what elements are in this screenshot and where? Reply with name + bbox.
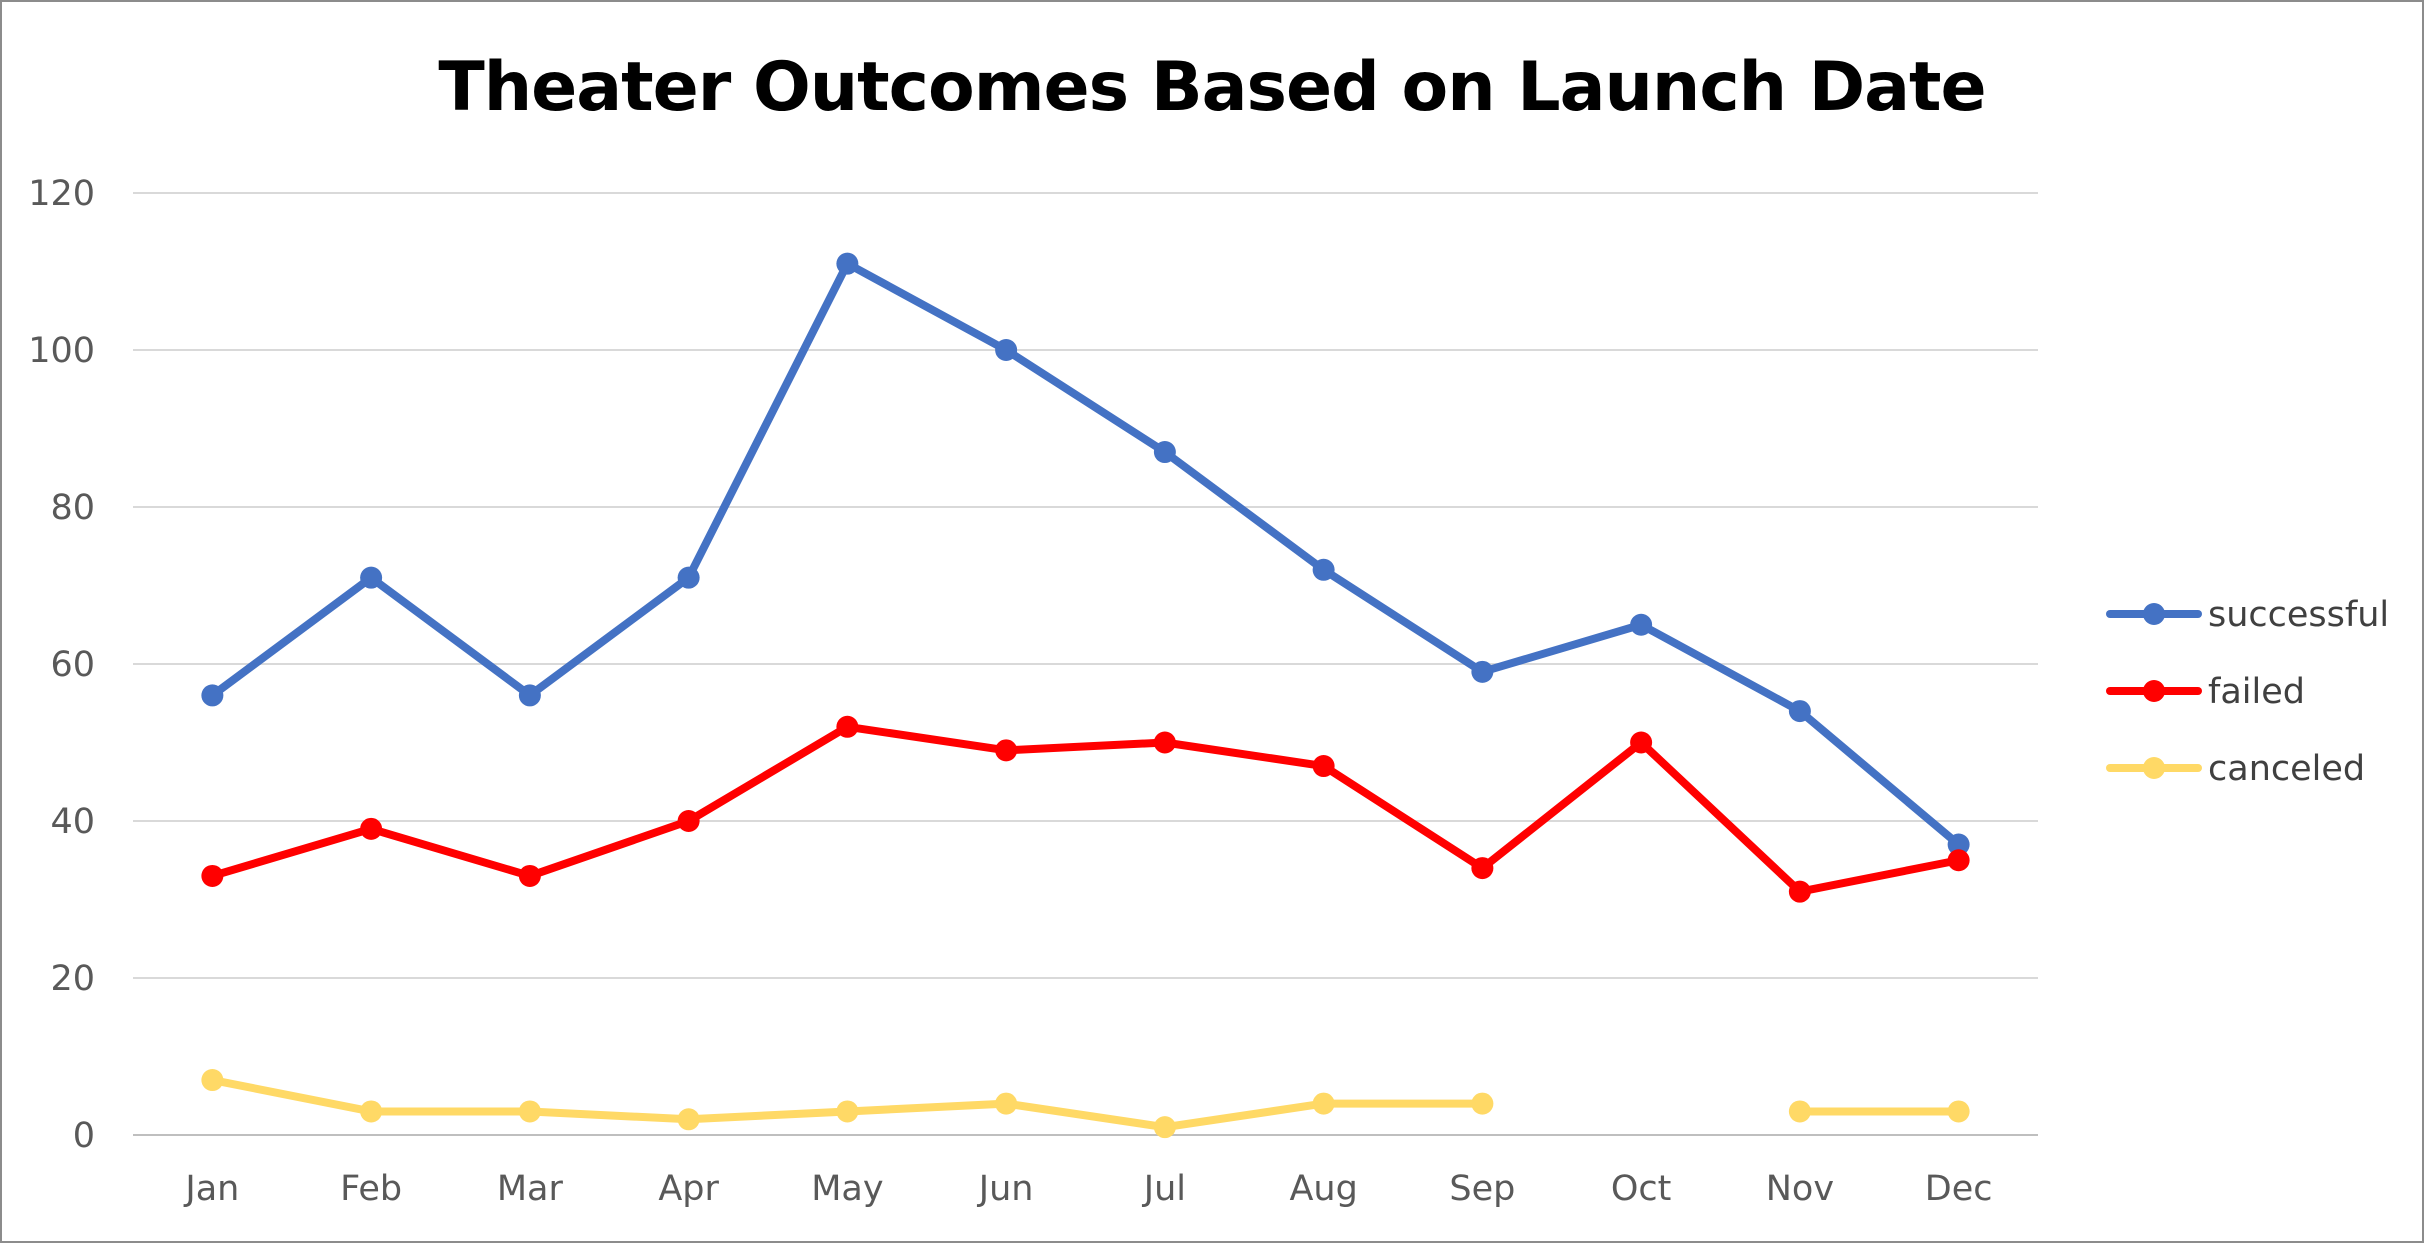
data-point [995, 1092, 1018, 1115]
data-point [360, 1100, 383, 1123]
data-point [1947, 849, 1970, 872]
y-tick-label: 120 [28, 174, 95, 214]
data-point [677, 1108, 700, 1131]
x-tick-label: Feb [340, 1169, 402, 1209]
data-point [1788, 1100, 1811, 1123]
chart-title: Theater Outcomes Based on Launch Date [438, 48, 1986, 127]
x-axis-ticks: Jan Feb Mar Apr May Jun Jul Aug Sep Oct Nov Dec [183, 1169, 1992, 1209]
legend-item: failed [2106, 672, 2305, 712]
data-point [995, 739, 1018, 762]
y-tick-label: 80 [50, 488, 95, 528]
data-point [1471, 1092, 1494, 1115]
x-tick-label: Jun [977, 1169, 1034, 1209]
series-successful [201, 252, 1970, 856]
y-tick-label: 60 [50, 645, 95, 685]
data-point [677, 810, 700, 832]
data-point [518, 1100, 541, 1123]
x-tick-label: Dec [1925, 1169, 1993, 1209]
series-line [208, 722, 1963, 896]
legend-label: canceled [2208, 749, 2365, 789]
series-line [208, 259, 1963, 849]
data-point [1153, 731, 1176, 754]
x-tick-label: Aug [1289, 1169, 1357, 1209]
data-point [1153, 1116, 1176, 1139]
y-tick-label: 100 [28, 331, 95, 371]
y-axis-ticks: 0 20 40 60 80 100 120 [28, 174, 95, 1156]
x-tick-label: May [811, 1169, 883, 1209]
legend-item: successful [2106, 595, 2389, 635]
gridlines [133, 192, 2038, 1136]
data-point [1312, 1092, 1335, 1115]
legend-marker [2143, 603, 2165, 625]
x-tick-label: Mar [497, 1169, 564, 1209]
x-tick-label: Sep [1449, 1169, 1515, 1209]
data-point [677, 566, 700, 589]
data-point [1788, 700, 1811, 723]
data-point [1947, 1100, 1970, 1123]
legend: successful failed canceled [2106, 595, 2389, 789]
data-point [1471, 857, 1494, 880]
data-point [836, 1100, 859, 1123]
data-point [1630, 731, 1653, 754]
data-point [836, 252, 859, 275]
data-point [1788, 880, 1811, 903]
legend-item: canceled [2106, 749, 2365, 789]
y-tick-label: 0 [73, 1116, 95, 1156]
x-tick-label: Apr [658, 1169, 719, 1209]
data-point [201, 684, 224, 707]
series-group [201, 252, 1970, 1139]
y-tick-label: 40 [50, 802, 95, 842]
x-tick-label: Nov [1766, 1169, 1834, 1209]
data-point [518, 864, 541, 887]
data-point [836, 715, 859, 738]
legend-label: failed [2208, 672, 2305, 712]
data-point [201, 1069, 224, 1092]
y-tick-label: 20 [50, 959, 95, 999]
x-tick-label: Jan [183, 1169, 239, 1209]
x-tick-label: Jul [1142, 1169, 1186, 1209]
data-point [518, 684, 541, 707]
data-point [1153, 441, 1176, 464]
x-tick-label: Oct [1611, 1169, 1672, 1209]
legend-marker [2143, 757, 2165, 779]
data-point [995, 339, 1018, 361]
data-point [1947, 833, 1970, 856]
series-failed [201, 715, 1970, 903]
data-point [201, 864, 224, 887]
legend-marker [2143, 680, 2165, 702]
data-point [360, 566, 383, 589]
legend-label: successful [2208, 595, 2389, 635]
data-point [1312, 558, 1335, 581]
data-point [1471, 660, 1494, 683]
series-canceled [201, 1069, 1970, 1139]
data-point [1630, 613, 1653, 636]
data-point [1312, 755, 1335, 778]
data-point [360, 817, 383, 840]
